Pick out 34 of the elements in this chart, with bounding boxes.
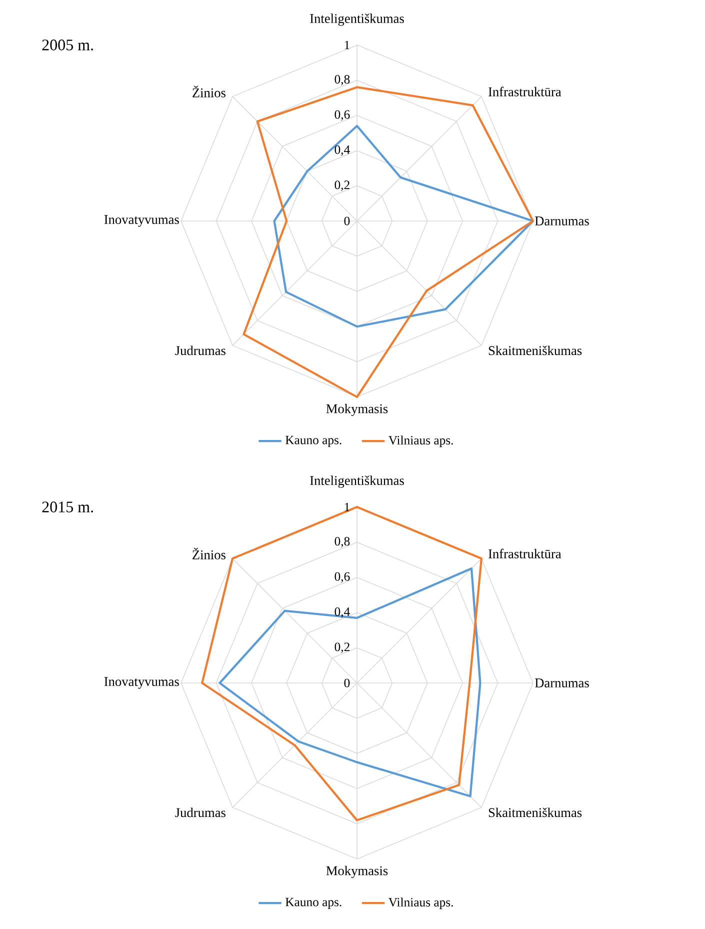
- spoke-label: Žinios: [192, 86, 226, 98]
- spoke-label: Inovatyvumas: [104, 677, 179, 689]
- y-tick-label: 0,8: [334, 537, 350, 548]
- legend-label: Kauno aps.: [286, 436, 342, 447]
- y-tick-label: 1: [344, 40, 350, 50]
- y-tick-label: 0: [344, 678, 350, 688]
- y-tick-label: 0,2: [334, 180, 350, 191]
- spoke-label: Judrumas: [175, 346, 226, 356]
- y-tick-label: 0,6: [334, 572, 350, 583]
- y-tick-label: 0,4: [334, 145, 350, 156]
- legend-label: Vilniaus aps.: [388, 898, 453, 910]
- spoke-label: Darnumas: [534, 216, 589, 226]
- spoke-label: Inteligentiškumas: [310, 476, 404, 488]
- spoke-label: Inovatyvumas: [104, 215, 179, 227]
- spoke-label: Darnumas: [534, 678, 589, 688]
- y-tick-label: 0,4: [334, 607, 350, 618]
- text: 2005 m.: [42, 40, 94, 50]
- legend-label: Vilniaus aps.: [388, 436, 453, 448]
- spoke-label: Infrastruktūra: [488, 86, 562, 96]
- spoke-label: Žinios: [192, 548, 226, 560]
- y-tick-label: 0,2: [334, 642, 350, 653]
- y-tick-label: 0,6: [334, 110, 350, 121]
- spoke-label: Inteligentiškumas: [310, 14, 404, 26]
- spoke-label: Infrastruktūra: [488, 548, 562, 558]
- y-tick-label: 0,8: [334, 75, 350, 86]
- y-tick-label: 0: [344, 216, 350, 226]
- spoke-label: Skaitmeniškumas: [488, 346, 582, 356]
- spoke-label: Judrumas: [175, 808, 226, 818]
- text: 2015 m.: [42, 502, 94, 512]
- spoke-label: Mokymasis: [326, 404, 388, 416]
- y-tick-label: 1: [344, 502, 350, 512]
- spoke-label: Skaitmeniškumas: [488, 808, 582, 818]
- legend-label: Kauno aps.: [286, 898, 342, 909]
- spoke-label: Mokymasis: [326, 866, 388, 878]
